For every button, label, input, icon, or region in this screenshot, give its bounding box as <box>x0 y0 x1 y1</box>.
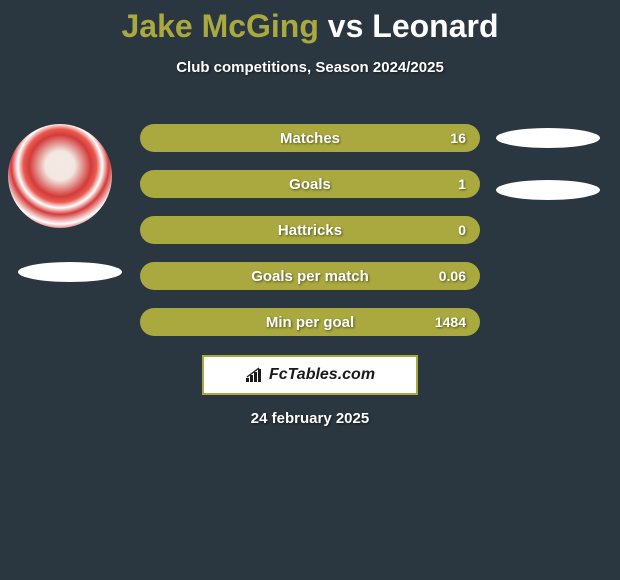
brand-box[interactable]: FcTables.com <box>202 355 418 395</box>
stat-row-matches: Matches 16 <box>140 124 480 152</box>
page-title: Jake McGing vs Leonard <box>0 0 620 45</box>
player2-shadow-2 <box>496 180 600 200</box>
chart-icon <box>245 367 265 383</box>
player1-shadow <box>18 262 122 282</box>
stat-row-min-per-goal: Min per goal 1484 <box>140 308 480 336</box>
stat-label: Goals <box>289 176 331 193</box>
stat-row-hattricks: Hattricks 0 <box>140 216 480 244</box>
stat-value: 1 <box>458 176 466 192</box>
stat-row-goals-per-match: Goals per match 0.06 <box>140 262 480 290</box>
brand-text: FcTables.com <box>269 366 375 384</box>
player1-avatar <box>8 124 112 228</box>
stat-value: 1484 <box>435 314 466 330</box>
stat-label: Min per goal <box>266 314 354 331</box>
stat-value: 0 <box>458 222 466 238</box>
stat-label: Hattricks <box>278 222 342 239</box>
player2-shadow-1 <box>496 128 600 148</box>
subtitle: Club competitions, Season 2024/2025 <box>0 59 620 76</box>
date-text: 24 february 2025 <box>0 410 620 427</box>
vs-text: vs <box>328 8 364 44</box>
player2-name: Leonard <box>372 8 498 44</box>
stats-container: Matches 16 Goals 1 Hattricks 0 Goals per… <box>140 124 480 354</box>
player1-name: Jake McGing <box>121 8 318 44</box>
stat-row-goals: Goals 1 <box>140 170 480 198</box>
stat-value: 0.06 <box>439 268 466 284</box>
stat-label: Goals per match <box>251 268 369 285</box>
stat-value: 16 <box>450 130 466 146</box>
stat-label: Matches <box>280 130 340 147</box>
